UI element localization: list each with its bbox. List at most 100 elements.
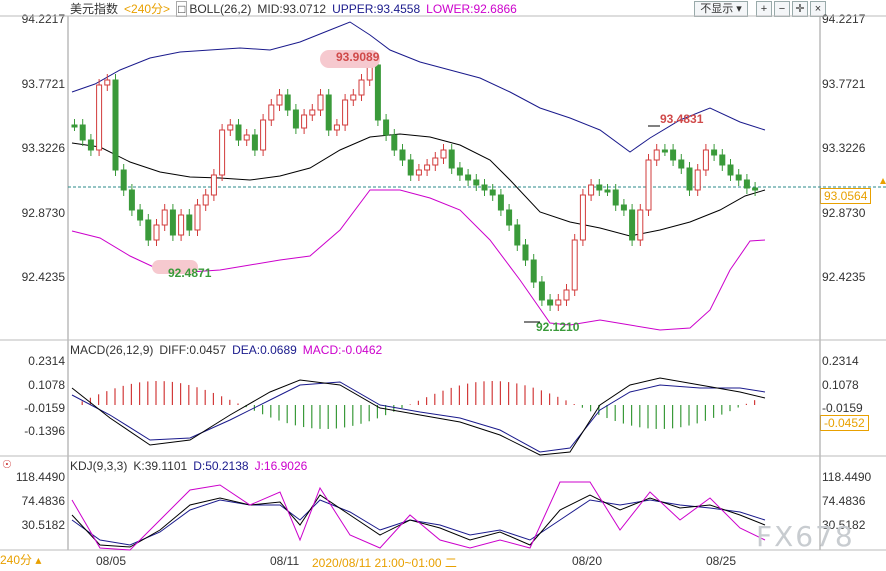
macd-current-tag: -0.0452	[820, 415, 869, 431]
candle-body	[325, 94, 332, 131]
kdj-d-line	[71, 499, 766, 546]
candle-body	[342, 99, 349, 126]
boll-name: BOLL(26,2)	[189, 2, 252, 16]
candle-body	[350, 94, 357, 101]
candle-body	[719, 154, 726, 166]
zoom-out-icon[interactable]: −	[774, 1, 790, 17]
candle-body	[563, 289, 570, 301]
zoom-in-icon[interactable]: +	[756, 1, 772, 17]
candle-body	[653, 149, 660, 161]
macd-y-right-3: -0.0159	[822, 401, 863, 415]
candle-body	[235, 124, 242, 141]
main-y-left-4: 92.8730	[21, 206, 65, 220]
annotation-high: 93.9089	[320, 50, 380, 68]
macd-y-right-1: 0.2314	[822, 354, 859, 368]
candle-body	[120, 169, 127, 191]
candle-body	[178, 214, 185, 236]
candle-body	[497, 194, 504, 211]
macd-y-left-1: 0.2314	[28, 354, 65, 368]
candle-body	[514, 224, 521, 246]
main-y-left-3: 93.3226	[21, 141, 65, 155]
annotation-high2: 93.4831	[660, 112, 703, 126]
chevron-up-icon: ▴	[35, 553, 42, 567]
candle-body	[424, 164, 431, 171]
kdj-k-line	[71, 494, 766, 548]
period-tab-label: 240分	[0, 553, 33, 567]
kdj-y-right-3: 30.5182	[822, 518, 866, 532]
x-label-0820: 08/20	[572, 554, 603, 568]
candle-body	[637, 209, 644, 241]
candle-body	[670, 149, 677, 161]
candle-body	[694, 169, 701, 191]
kdj-header: KDJ(9,3,3) K:39.1101 D:50.2138 J:16.9026	[70, 458, 313, 474]
candle-body	[137, 209, 144, 221]
candle-body	[735, 174, 742, 181]
candle-body	[202, 194, 209, 206]
candle-body	[538, 281, 545, 301]
candle-body	[284, 94, 291, 111]
candle-body	[620, 204, 627, 211]
kdj-k-value: K:39.1101	[133, 459, 188, 473]
candle-body	[522, 244, 529, 261]
close-icon[interactable]: ×	[810, 1, 826, 17]
kdj-y-left-1: 118.4490	[15, 470, 65, 484]
candle-body	[547, 299, 554, 306]
candle-body	[243, 134, 250, 141]
macd-y-left-3: -0.0159	[24, 401, 65, 415]
kdj-d-value: D:50.2138	[193, 459, 249, 473]
candle-body	[169, 209, 176, 236]
candle-body	[96, 84, 103, 151]
candle-body	[752, 187, 759, 191]
candle-body	[686, 167, 693, 191]
macd-y-left-2: 0.1078	[28, 378, 65, 392]
annotation-low2-text: 92.1210	[536, 320, 580, 334]
hide-dropdown-label: 不显示	[700, 3, 734, 15]
candle-body	[645, 159, 652, 211]
candle-body	[456, 167, 463, 176]
macd-dea-line	[71, 381, 766, 453]
candle-body	[440, 149, 447, 159]
period-tab[interactable]: 240分 ▴	[0, 551, 44, 569]
candle-body	[588, 184, 595, 196]
macd-value: MACD:-0.0462	[302, 343, 383, 357]
candle-body	[473, 179, 480, 186]
candle-body	[260, 119, 267, 151]
candle-body	[448, 149, 455, 169]
boll-lower-value: LOWER:92.6866	[426, 2, 517, 16]
candle-body	[251, 134, 258, 151]
candle-body	[678, 159, 685, 169]
watermark-logo: FX678	[756, 520, 855, 553]
candle-body	[145, 219, 152, 241]
annotation-low1-text: 92.4871	[168, 266, 212, 280]
candle-body	[415, 169, 422, 176]
candle-body	[661, 149, 668, 153]
candle-body	[301, 114, 308, 129]
candle-body	[210, 174, 217, 196]
candle-body	[153, 224, 160, 241]
candle-body	[399, 149, 406, 161]
crosshair-icon[interactable]: ✛	[792, 1, 808, 17]
candle-body	[128, 189, 135, 211]
kdj-y-left-2: 74.4836	[21, 494, 65, 508]
kdj-j-line	[71, 481, 766, 551]
candle-body	[702, 149, 709, 171]
macd-diff-line	[71, 377, 766, 456]
symbol-name: 美元指数	[70, 2, 119, 16]
candle-body	[292, 109, 299, 129]
x-label-0805: 08/05	[96, 554, 127, 568]
main-chart-header: 美元指数 <240分> □ BOLL(26,2) MID:93.0712 UPPER:93…	[70, 1, 523, 17]
kdj-settings-icon[interactable]: ☉	[2, 459, 12, 471]
boll-indicator-label[interactable]: □	[176, 1, 188, 17]
chevron-down-icon: ▾	[736, 3, 742, 15]
price-arrow-icon	[880, 178, 886, 184]
x-label-0811: 08/11	[270, 554, 300, 568]
candle-body	[555, 299, 562, 306]
candle-body	[161, 209, 168, 226]
hide-dropdown[interactable]: 不显示 ▾	[694, 1, 748, 17]
kdj-y-right-1: 118.4490	[822, 470, 872, 484]
kdj-j-value: J:16.9026	[254, 459, 308, 473]
macd-dea-value: DEA:0.0689	[232, 343, 297, 357]
candle-body	[276, 94, 283, 106]
crosshair-time-label: 2020/08/11 21:00~01:00 二	[312, 556, 457, 570]
